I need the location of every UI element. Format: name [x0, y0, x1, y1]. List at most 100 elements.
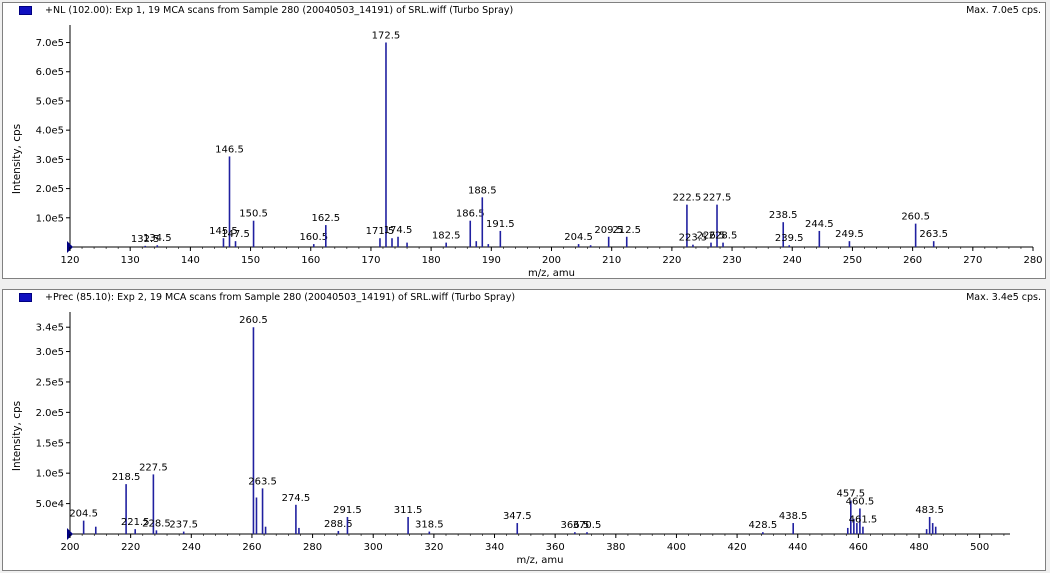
legend-swatch[interactable] [19, 6, 32, 15]
peak-label: 347.5 [503, 511, 532, 522]
peak-label: 191.5 [486, 219, 515, 230]
y-tick-label: 2.5e5 [36, 377, 64, 388]
spectrum-panel-2: +Prec (85.10): Exp 2, 19 MCA scans from … [2, 289, 1046, 571]
x-tick-label: 120 [60, 255, 79, 266]
max-intensity-label: Max. 7.0e5 cps. [966, 5, 1041, 16]
y-tick-label: 7.0e5 [36, 38, 64, 49]
y-tick-label: 1.5e5 [36, 438, 64, 449]
peak-label: 263.5 [248, 476, 277, 487]
x-tick-label: 480 [909, 542, 928, 553]
y-tick-label: 4.0e5 [36, 126, 64, 137]
x-tick-label: 220 [662, 255, 681, 266]
peak-label: 461.5 [849, 515, 878, 526]
peak-label: 457.5 [836, 489, 865, 500]
peak-label: 263.5 [919, 229, 948, 240]
x-tick-label: 320 [424, 542, 443, 553]
y-tick-label: 1.0e5 [36, 213, 64, 224]
peak-label: 171.5 [366, 226, 395, 237]
peak-label: 204.5 [69, 509, 98, 520]
x-tick-label: 130 [121, 255, 140, 266]
x-tick-label: 150 [241, 255, 260, 266]
peak-label: 186.5 [456, 209, 485, 220]
peak-label: 132.5 [131, 234, 160, 245]
peak-label: 134.5 [143, 233, 172, 244]
x-tick-label: 300 [364, 542, 383, 553]
x-tick-label: 240 [783, 255, 802, 266]
y-tick-label: 3.4e5 [36, 323, 64, 334]
peak-label: 244.5 [805, 219, 834, 230]
x-tick-label: 160 [301, 255, 320, 266]
peak-label: 438.5 [779, 511, 808, 522]
peak-label: 227.5 [139, 462, 168, 473]
x-tick-label: 210 [602, 255, 621, 266]
peak-label: 460.5 [846, 496, 875, 507]
x-tick-label: 380 [606, 542, 625, 553]
x-tick-label: 180 [422, 255, 441, 266]
peak-label: 188.5 [468, 185, 497, 196]
peak-label: 172.5 [372, 31, 401, 42]
peak-label: 238.5 [769, 210, 798, 221]
x-tick-label: 200 [60, 542, 79, 553]
x-tick-label: 360 [546, 542, 565, 553]
x-tick-label: 250 [843, 255, 862, 266]
peak-label: 147.5 [221, 229, 250, 240]
peak-label: 288.5 [324, 519, 353, 530]
x-tick-label: 230 [723, 255, 742, 266]
x-tick-label: 440 [788, 542, 807, 553]
legend-swatch[interactable] [19, 293, 32, 302]
peak-label: 227.5 [703, 193, 732, 204]
x-tick-label: 240 [182, 542, 201, 553]
peak-label: 223.5 [679, 233, 708, 244]
peak-label: 174.5 [384, 225, 413, 236]
x-tick-label: 460 [849, 542, 868, 553]
x-tick-label: 500 [970, 542, 989, 553]
panel-title: +Prec (85.10): Exp 2, 19 MCA scans from … [45, 292, 516, 303]
x-tick-label: 340 [485, 542, 504, 553]
x-axis-label: m/z, amu [528, 268, 575, 279]
peak-label: 204.5 [564, 232, 593, 243]
y-tick-label: 2.0e5 [36, 184, 64, 195]
x-tick-label: 260 [903, 255, 922, 266]
peak-label: 218.5 [112, 472, 141, 483]
panel-header: +Prec (85.10): Exp 2, 19 MCA scans from … [3, 290, 1045, 307]
panel-title: +NL (102.00): Exp 1, 19 MCA scans from S… [45, 5, 514, 16]
x-tick-label: 190 [482, 255, 501, 266]
peak-label: 249.5 [835, 229, 864, 240]
peak-label: 212.5 [612, 225, 641, 236]
peak-label: 483.5 [915, 505, 944, 516]
peak-label: 318.5 [415, 520, 444, 531]
y-tick-label: 5.0e4 [36, 499, 64, 510]
peak-label: 150.5 [239, 209, 268, 220]
peak-label: 228.5 [709, 231, 738, 242]
peak-label: 145.5 [209, 226, 238, 237]
spectrum-plot[interactable]: 120 130 140 150 160 170 180 190 200 210 220 230 240 2… [3, 3, 1047, 280]
peak-label: 311.5 [394, 505, 423, 516]
peak-label: 221.5 [121, 517, 150, 528]
peak-label: 228.5 [142, 518, 171, 529]
x-tick-label: 270 [963, 255, 982, 266]
x-tick-label: 280 [1023, 255, 1042, 266]
peak-label: 428.5 [749, 520, 778, 531]
peak-label: 274.5 [282, 493, 311, 504]
peak-label: 366.5 [561, 520, 590, 531]
peak-label: 260.5 [239, 315, 268, 326]
peak-label: 182.5 [432, 231, 461, 242]
peak-label: 160.5 [299, 232, 328, 243]
peak-label: 239.5 [775, 233, 804, 244]
y-tick-label: 6.0e5 [36, 67, 64, 78]
x-tick-label: 220 [121, 542, 140, 553]
peak-label: 222.5 [673, 193, 702, 204]
max-intensity-label: Max. 3.4e5 cps. [966, 292, 1041, 303]
peak-label: 291.5 [333, 505, 362, 516]
spectrum-plot[interactable]: 200 220 240 260 280 300 320 340 360 380 400 420 440 4… [3, 290, 1047, 572]
spectrum-panel-1: +NL (102.00): Exp 1, 19 MCA scans from S… [2, 2, 1046, 279]
peak-label: 162.5 [311, 213, 340, 224]
y-tick-label: 1.0e5 [36, 469, 64, 480]
x-tick-label: 400 [667, 542, 686, 553]
x-axis-label: m/z, amu [517, 555, 564, 566]
x-tick-label: 170 [361, 255, 380, 266]
x-tick-label: 280 [303, 542, 322, 553]
x-tick-label: 260 [242, 542, 261, 553]
peak-label: 370.5 [573, 520, 602, 531]
y-tick-label: 3.0e5 [36, 155, 64, 166]
